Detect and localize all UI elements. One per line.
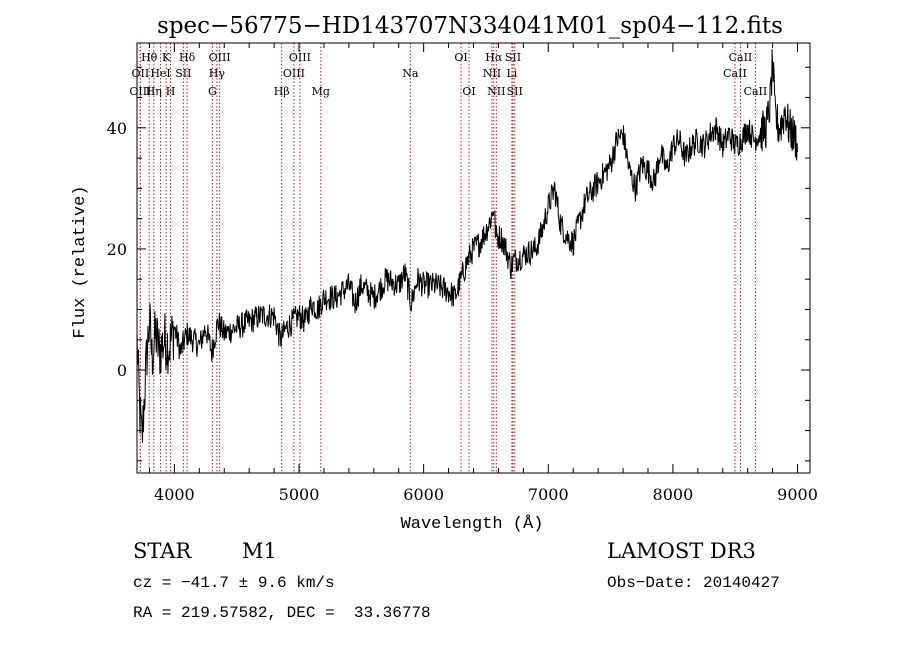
marker-label: Hδ <box>179 51 196 64</box>
marker-label: NII <box>487 85 505 98</box>
marker-label: Hβ <box>274 85 290 98</box>
marker-label: HeI <box>150 67 170 80</box>
marker-label: CaII <box>729 51 753 64</box>
x-axis-label: Wavelength (Å) <box>401 515 544 534</box>
marker-label: SII <box>175 67 191 80</box>
marker-label: CaII <box>744 85 768 98</box>
x-tick-label: 4000 <box>154 485 195 504</box>
object-subclass: M1 <box>242 539 277 563</box>
marker-label: Hθ <box>141 51 158 64</box>
chart-title: spec−56775−HD143707N334041M01_sp04−112.f… <box>157 13 783 39</box>
marker-label: OIII <box>209 51 231 64</box>
y-axis-label: Flux (relative) <box>71 185 90 338</box>
marker-label: Li <box>506 67 517 80</box>
marker-label: Hη <box>146 85 162 98</box>
redshift-velocity: cz = −41.7 ± 9.6 km/s <box>133 574 335 592</box>
marker-label: OIII <box>129 85 151 98</box>
x-tick-label: 6000 <box>403 485 444 504</box>
x-tick-label: 7000 <box>528 485 569 504</box>
marker-label: Hγ <box>209 67 226 80</box>
marker-label: SII <box>507 85 523 98</box>
plot-frame <box>136 42 811 474</box>
marker-label: K <box>162 51 171 64</box>
marker-label: Hα <box>485 51 503 64</box>
marker-label: Mg <box>312 85 330 98</box>
marker-label: OII <box>132 67 150 80</box>
spectrum-line <box>136 49 798 443</box>
x-tick-label: 5000 <box>279 485 320 504</box>
y-tick-label: 20 <box>107 240 127 259</box>
marker-label: Na <box>402 67 419 80</box>
marker-label: NII <box>483 67 501 80</box>
marker-label: CaII <box>723 67 747 80</box>
y-tick-label: 0 <box>117 361 127 380</box>
survey-name: LAMOST DR3 <box>607 539 756 563</box>
y-tick-label: 40 <box>107 119 127 138</box>
marker-label: SII <box>505 51 521 64</box>
coordinates: RA = 219.57582, DEC = 33.36778 <box>133 604 431 622</box>
axes: 4000 5000 6000 7000 8000 9000 0 20 40 <box>107 43 818 504</box>
object-class: STAR <box>133 539 192 563</box>
marker-label: OIII <box>289 51 311 64</box>
marker-label: G <box>208 85 217 98</box>
line-markers: Hθ OII OIII K HeI Hη SII H Hδ OIII Hγ G Hβ OIII OIII Mg… <box>129 43 767 473</box>
spectrum-series <box>136 49 798 443</box>
observation-date: Obs−Date: 20140427 <box>607 574 780 592</box>
x-tick-label: 9000 <box>777 485 818 504</box>
marker-label: H <box>166 85 176 98</box>
marker-label: OI <box>462 85 475 98</box>
x-tick-label: 8000 <box>653 485 694 504</box>
marker-label: OI <box>454 51 467 64</box>
marker-label: OIII <box>283 67 305 80</box>
